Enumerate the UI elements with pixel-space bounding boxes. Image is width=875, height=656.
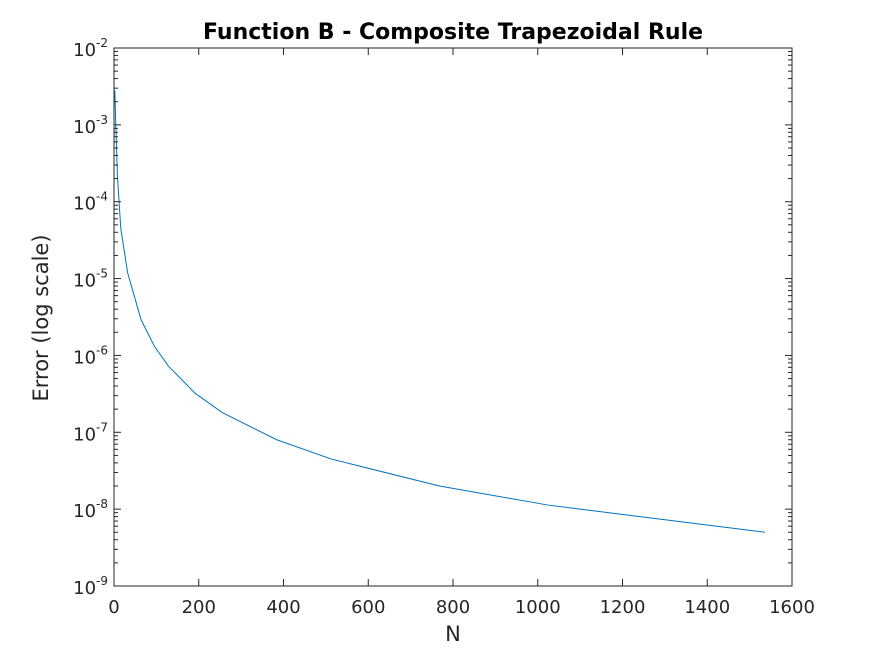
series-layer [114,90,765,533]
y-tick-label: 10-9 [73,574,108,599]
x-tick-label: 400 [266,597,300,618]
y-tick-label: 10-5 [73,267,108,292]
y-tick-label: 10-7 [73,420,108,445]
x-tick-label: 1000 [515,597,561,618]
y-tick-label: 10-6 [73,343,108,368]
x-tick-label: 1200 [600,597,646,618]
x-tick-label: 600 [351,597,385,618]
y-tick-label: 10-3 [73,113,108,138]
x-tick-label: 1400 [684,597,730,618]
y-tick-label: 10-4 [73,190,108,215]
error-series-line [114,90,765,533]
x-tick-label: 800 [436,597,470,618]
plot-area [113,47,793,587]
x-tick-label: 200 [182,597,216,618]
x-tick-label: 0 [108,597,119,618]
x-axis-ticks: 0 200 400 600 800 1000 1200 1400 1600 [108,48,815,618]
y-axis-ticks: 10-9 10-8 10-7 10-6 10-5 10-4 10-3 10-2 [73,36,792,599]
x-axis-label: N [445,622,461,646]
y-tick-label: 10-2 [73,36,108,61]
y-axis-label: Error (log scale) [29,234,53,401]
y-tick-label: 10-8 [73,497,108,522]
chart-title: Function B - Composite Trapezoidal Rule [203,20,703,45]
x-tick-label: 1600 [769,597,815,618]
